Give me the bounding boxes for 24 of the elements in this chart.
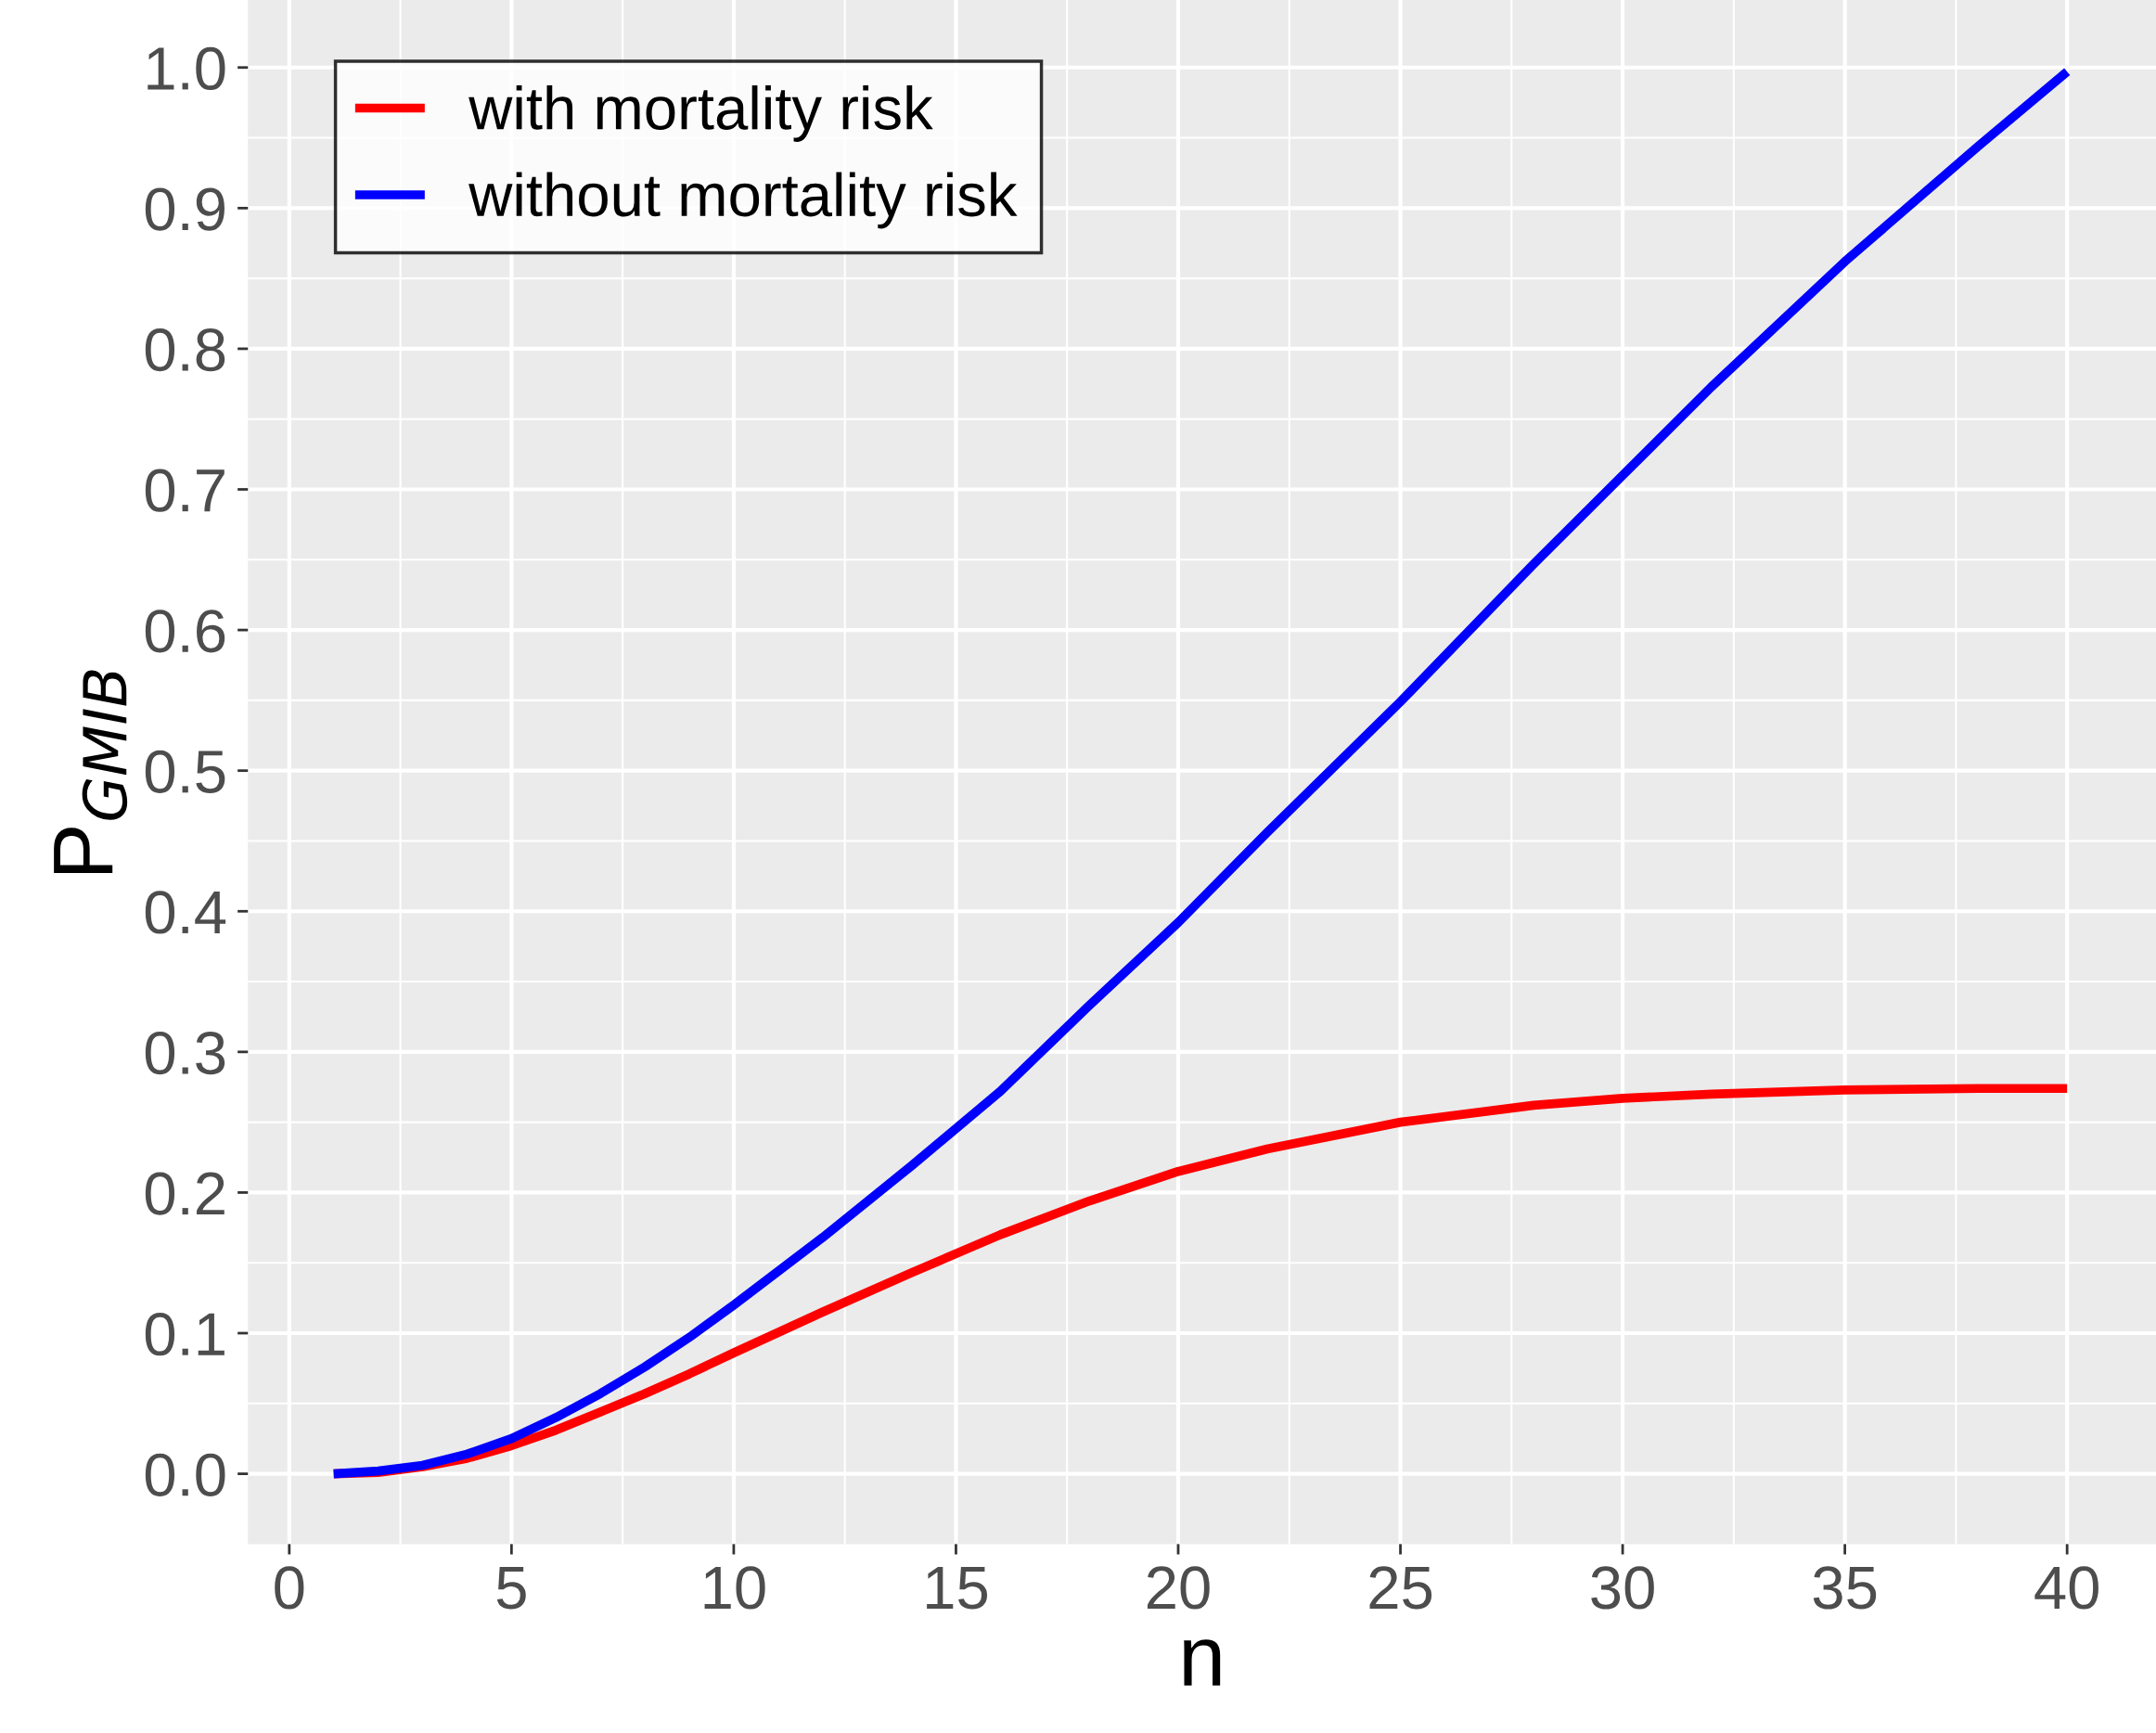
legend-label: without mortality risk: [468, 172, 1018, 229]
x-tick-label: 20: [1147, 1566, 1210, 1610]
y-axis-title: P$_{GMIB}$: [54, 670, 128, 874]
x-tick-label: 35: [1813, 1566, 1877, 1610]
y-tick-label: 0.9: [145, 187, 225, 231]
y-tick-label: 0.2: [145, 1172, 225, 1215]
y-tick-label: 0.4: [145, 891, 226, 934]
y-tick-label: 0.8: [145, 328, 225, 372]
x-tick-label: 40: [2034, 1566, 2098, 1610]
y-tick-label: 1.0: [148, 46, 225, 91]
y-tick-label: 0.7: [145, 469, 225, 512]
x-tick-label: 30: [1591, 1566, 1654, 1610]
x-tick-label: 10: [704, 1566, 765, 1610]
x-tick-label: 5: [496, 1567, 526, 1610]
x-tick-label: 0: [275, 1566, 304, 1610]
x-tick-label: 25: [1369, 1566, 1432, 1610]
y-tick-label: 0.1: [145, 1313, 225, 1356]
y-tick-label: 0.3: [145, 1031, 225, 1075]
x-axis-title: n: [1184, 1639, 1221, 1686]
x-tick-label: 15: [927, 1567, 988, 1610]
y-tick-label: 0.0: [145, 1453, 225, 1496]
y-tick-label: 0.5: [145, 750, 225, 793]
legend-label: with mortality risk: [468, 85, 933, 142]
y-tick-label: 0.6: [145, 610, 225, 653]
